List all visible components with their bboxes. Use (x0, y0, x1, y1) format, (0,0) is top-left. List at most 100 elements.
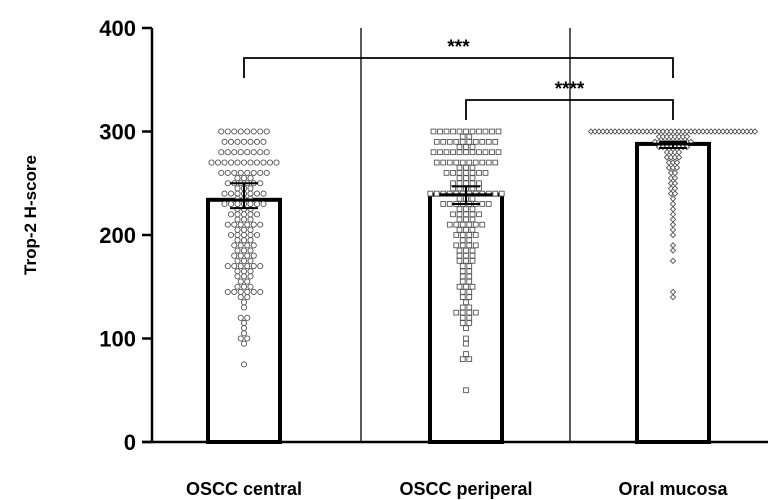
data-point (433, 190, 440, 197)
data-point (237, 252, 244, 259)
data-point (237, 335, 244, 342)
data-point (430, 128, 437, 135)
data-point (260, 200, 267, 207)
data-point (456, 149, 463, 156)
data-point (257, 169, 264, 176)
data-point (250, 128, 257, 135)
data-point (244, 149, 251, 156)
category-separators (360, 28, 571, 442)
data-point (224, 169, 231, 176)
data-point (234, 159, 241, 166)
data-point (240, 226, 248, 233)
data-point (237, 242, 244, 249)
data-point (231, 169, 238, 176)
data-point (463, 325, 469, 332)
category-label-2: OSCC periperal (399, 479, 532, 499)
data-point (234, 211, 241, 218)
data-point (498, 190, 505, 197)
data-point (234, 283, 241, 290)
data-point (260, 190, 267, 197)
data-point (466, 221, 473, 228)
data-point (227, 231, 235, 239)
data-point (459, 133, 466, 140)
significance-bracket-2 (465, 99, 674, 120)
data-point (479, 221, 486, 228)
data-point (234, 185, 241, 192)
data-point (463, 258, 469, 264)
data-point (463, 283, 469, 290)
data-point (466, 289, 473, 295)
data-point (240, 257, 248, 264)
data-point (466, 304, 473, 311)
data-point (476, 180, 482, 187)
data-point (266, 159, 274, 166)
data-point (260, 159, 267, 166)
data-point (253, 138, 261, 145)
data-point (263, 169, 270, 176)
data-point (466, 159, 473, 166)
data-point (459, 289, 466, 295)
data-point (263, 128, 270, 135)
data-point (463, 299, 469, 306)
data-point (234, 190, 241, 197)
data-point (459, 237, 466, 244)
data-point (250, 149, 257, 156)
data-point (463, 247, 469, 254)
data-point (237, 278, 244, 285)
data-point (459, 356, 466, 363)
data-point (453, 159, 460, 166)
data-point (675, 154, 683, 161)
data-point (250, 169, 257, 176)
data-point (231, 128, 238, 135)
data-point (469, 149, 476, 156)
data-point (450, 170, 456, 176)
data-point (240, 175, 248, 182)
data-point (466, 320, 473, 326)
data-point (453, 232, 460, 238)
data-point (669, 293, 677, 301)
data-point (227, 159, 235, 166)
data-point (450, 180, 456, 187)
data-point (459, 232, 466, 238)
data-point (466, 133, 473, 140)
data-point (459, 242, 466, 249)
data-point (440, 159, 447, 166)
data-point (244, 314, 251, 321)
data-point (234, 138, 241, 145)
data-point (440, 138, 447, 145)
data-point (466, 273, 473, 280)
data-point (469, 226, 476, 233)
data-point (469, 128, 476, 135)
data-point (244, 335, 251, 342)
data-point (669, 247, 677, 254)
data-point (237, 128, 244, 135)
data-point (463, 170, 469, 176)
data-point (479, 138, 486, 145)
data-point (456, 195, 463, 202)
data-point (463, 340, 469, 347)
data-point (221, 200, 228, 207)
data-point (231, 242, 238, 249)
data-point (482, 128, 489, 135)
y-tick-label: 0 (124, 430, 136, 455)
significance-brackets: ******* (243, 37, 674, 120)
data-point (476, 211, 482, 218)
data-point (453, 242, 460, 249)
data-point (456, 216, 463, 223)
data-point (482, 149, 489, 156)
data-point (463, 206, 469, 212)
data-point (751, 128, 759, 135)
data-point (247, 257, 254, 264)
data-point (456, 226, 463, 233)
data-point (669, 231, 677, 239)
data-point (234, 237, 241, 244)
data-point (247, 231, 254, 239)
data-point (469, 258, 476, 264)
data-point (234, 257, 241, 264)
bars (206, 141, 711, 444)
data-point (456, 170, 463, 176)
data-point (463, 252, 469, 259)
data-point (234, 247, 241, 254)
data-point (244, 278, 251, 285)
data-point (247, 247, 254, 254)
